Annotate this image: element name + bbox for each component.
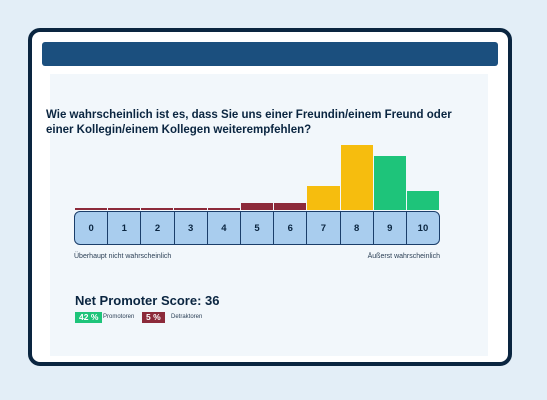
survey-question: Wie wahrscheinlich ist es, dass Sie uns … [46,109,452,136]
nps-score-title: Net Promoter Score: 36 [75,293,220,308]
scale-option-5[interactable]: 5 [241,212,275,244]
bar-8 [340,144,373,210]
bar-5 [240,202,274,210]
bar-10 [407,190,440,210]
scale-option-1[interactable]: 1 [108,212,142,244]
scale-option-7[interactable]: 7 [307,212,341,244]
bar-2 [141,207,174,210]
bar-6 [274,202,307,210]
detractor-badge: 5 % [142,312,165,323]
bar-4 [207,207,240,210]
bar-7 [307,185,340,210]
scale-option-10[interactable]: 10 [417,222,429,234]
scale-option-9[interactable]: 9 [374,212,407,244]
scale-option-0[interactable]: 0 [75,212,109,244]
scale-option-3[interactable]: 3 [175,212,208,244]
detractor-label: Detraktoren [171,314,203,320]
window-title-bar [42,42,498,66]
bar-3 [174,207,207,210]
bar-9 [373,155,407,210]
scale-low-label: Überhaupt nicht wahrscheinlich [74,253,172,260]
scale-option-8[interactable]: 8 [341,212,374,244]
scale-option-4[interactable]: 4 [208,212,241,244]
scale-option-6[interactable]: 6 [274,212,308,244]
scale-option-2[interactable]: 2 [141,212,175,244]
bar-0 [74,207,107,210]
response-distribution-chart [74,140,440,210]
promoter-label: Promotoren [103,314,135,320]
promoter-badge: 42 % [75,312,103,323]
rating-scale: 0 1 2 3 4 5 6 7 8 9 10 [74,211,440,245]
scale-high-label: Äußerst wahrscheinlich [367,253,440,260]
bar-1 [107,207,141,210]
